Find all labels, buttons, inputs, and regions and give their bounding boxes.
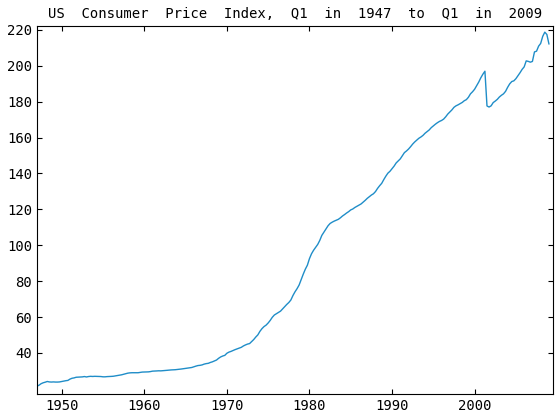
Title: US  Consumer  Price  Index,  Q1  in  1947  to  Q1  in  2009: US Consumer Price Index, Q1 in 1947 to Q… (48, 7, 542, 21)
